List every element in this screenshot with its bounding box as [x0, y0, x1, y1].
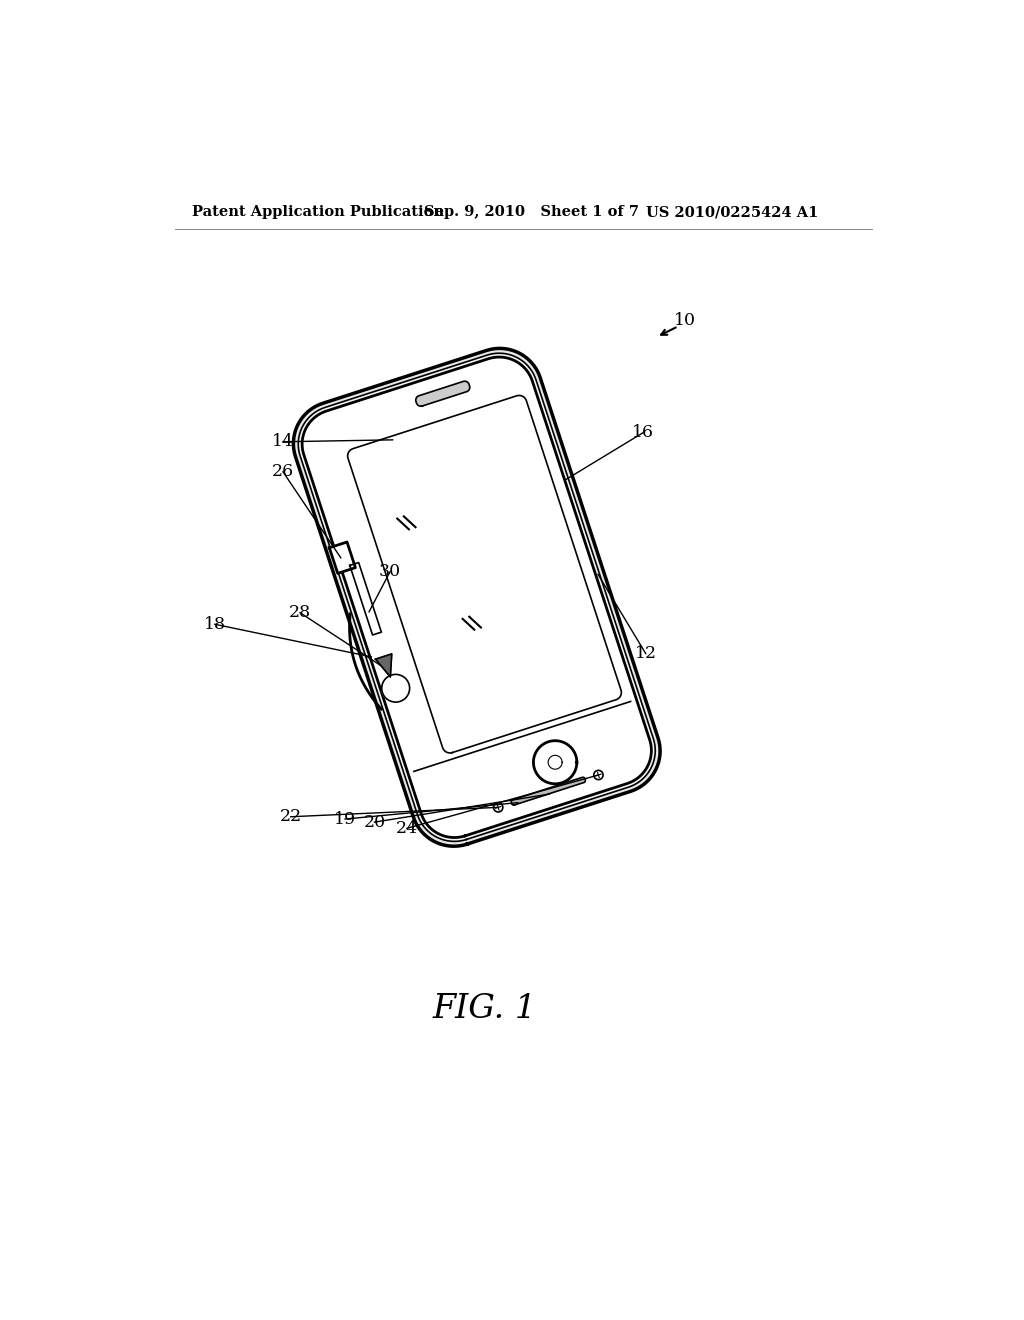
Polygon shape	[376, 653, 392, 677]
Text: 30: 30	[379, 564, 401, 581]
Circle shape	[494, 803, 503, 812]
Polygon shape	[350, 562, 381, 635]
Circle shape	[382, 675, 410, 702]
Text: US 2010/0225424 A1: US 2010/0225424 A1	[646, 206, 818, 219]
Text: 24: 24	[396, 820, 418, 837]
Polygon shape	[347, 396, 622, 752]
Polygon shape	[330, 543, 355, 573]
Polygon shape	[416, 381, 470, 407]
Text: 22: 22	[280, 808, 302, 825]
Text: 28: 28	[289, 605, 311, 622]
Text: 14: 14	[272, 433, 294, 450]
Circle shape	[594, 771, 603, 780]
Text: 19: 19	[334, 810, 356, 828]
Text: 18: 18	[204, 615, 226, 632]
Text: 12: 12	[635, 645, 656, 663]
Text: 16: 16	[633, 424, 654, 441]
Text: 10: 10	[674, 312, 695, 329]
Polygon shape	[302, 358, 651, 837]
Text: Sep. 9, 2010   Sheet 1 of 7: Sep. 9, 2010 Sheet 1 of 7	[424, 206, 639, 219]
Polygon shape	[298, 354, 655, 841]
Text: FIG. 1: FIG. 1	[432, 993, 537, 1026]
Text: Patent Application Publication: Patent Application Publication	[191, 206, 443, 219]
Text: 26: 26	[272, 463, 294, 480]
Polygon shape	[511, 777, 586, 805]
Text: 20: 20	[364, 813, 385, 830]
Polygon shape	[534, 741, 577, 784]
Polygon shape	[294, 348, 660, 846]
